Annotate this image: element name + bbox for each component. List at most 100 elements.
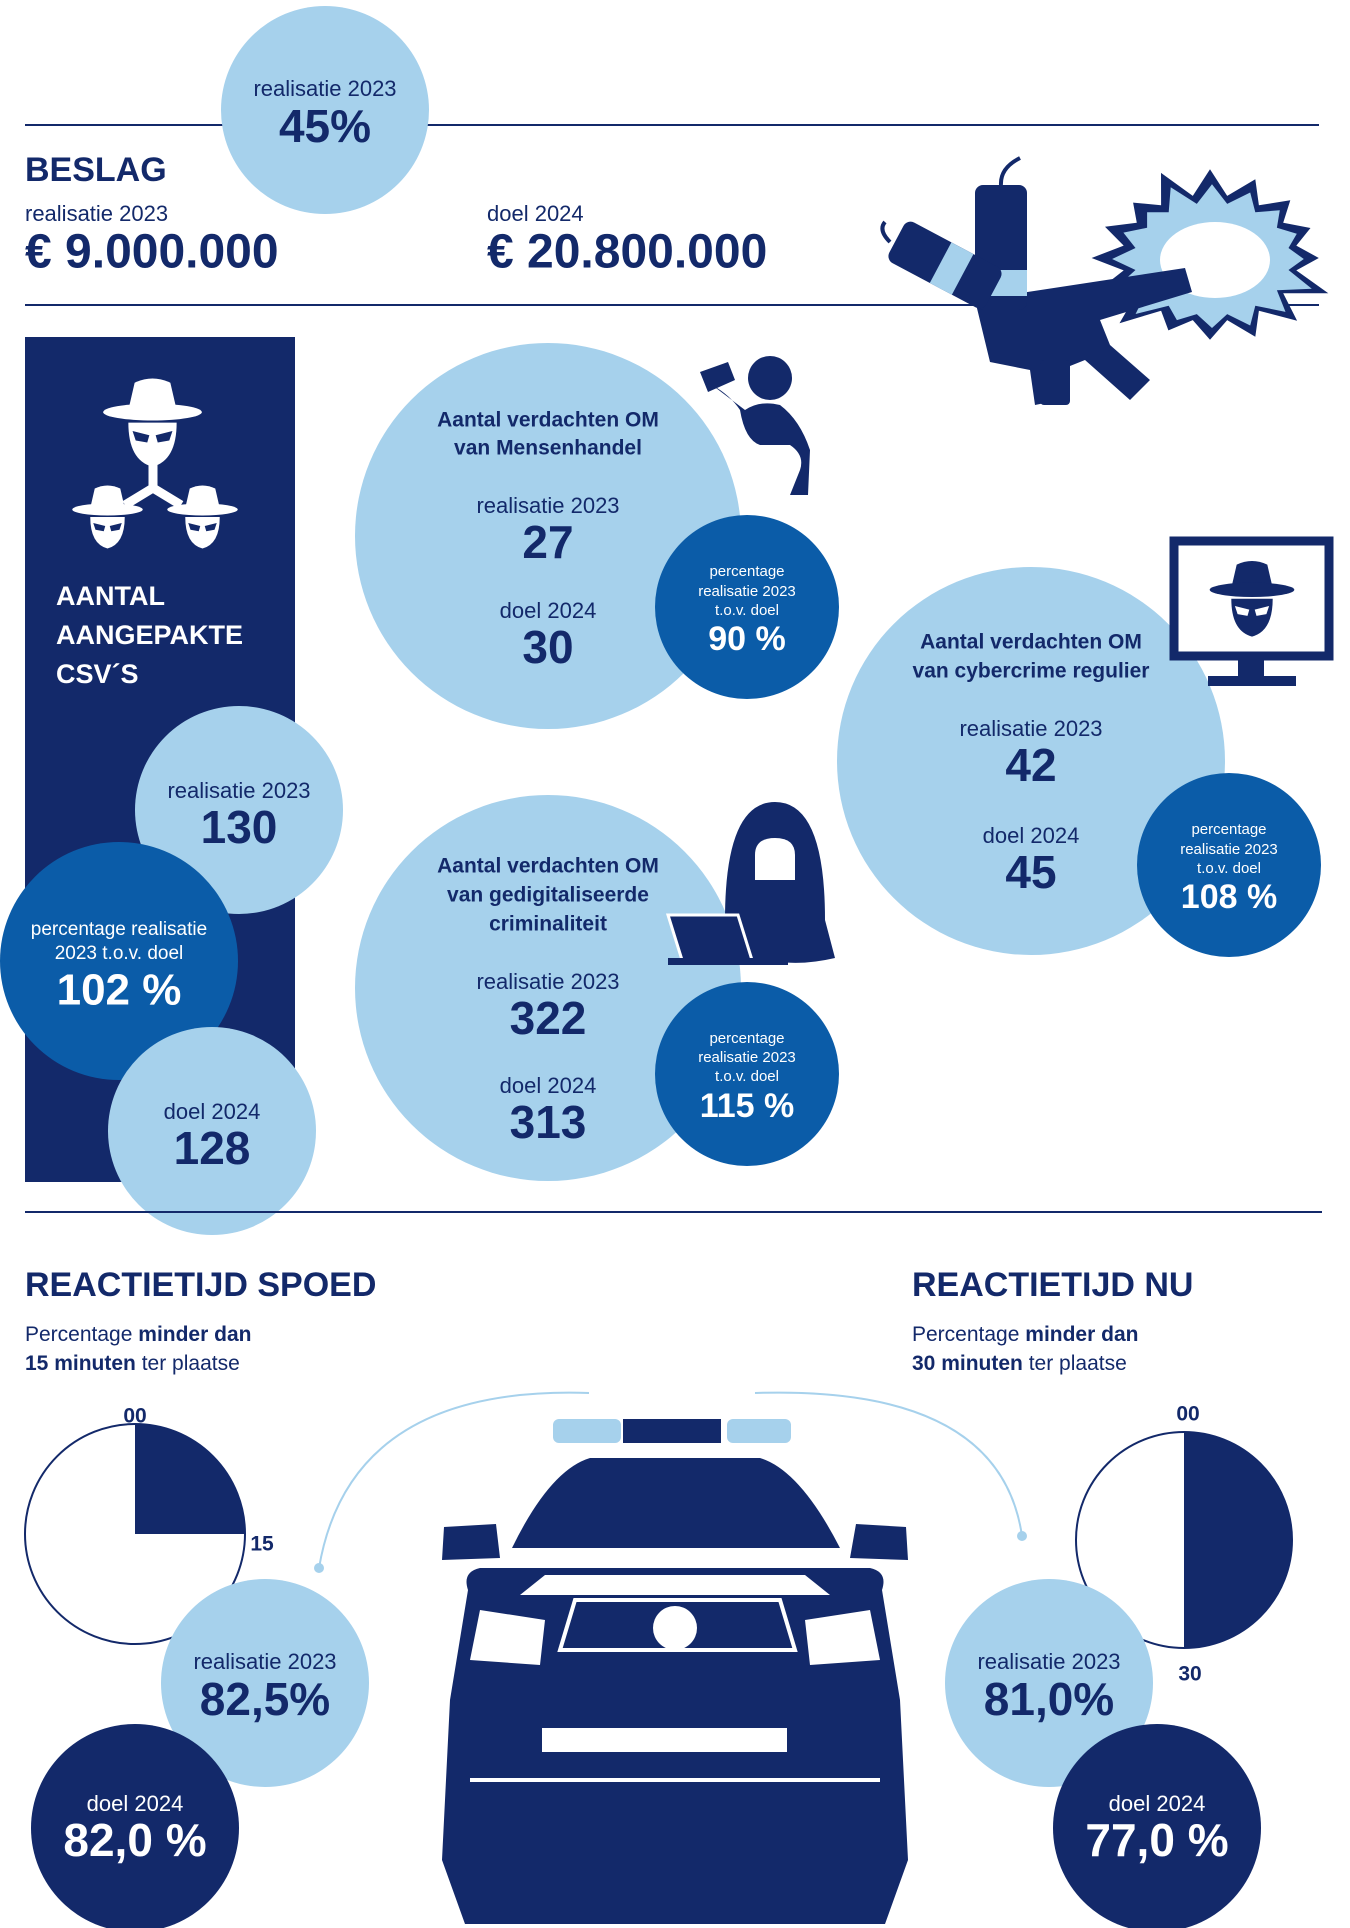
- connector-dot: [314, 1563, 324, 1573]
- doel-value: 313: [510, 1096, 587, 1148]
- police-car-icon: [314, 1393, 1027, 1924]
- subtitle-text: ter plaatse: [1029, 1352, 1127, 1375]
- doel-value: 82,0 %: [63, 1814, 206, 1866]
- realisatie-value: € 9.000.000: [25, 226, 279, 279]
- realisatie-value: 130: [201, 801, 278, 853]
- subtitle-text: Percentage: [25, 1323, 132, 1346]
- light-bar: [623, 1419, 721, 1443]
- gun-magazine: [1040, 360, 1070, 405]
- laptop-base: [668, 958, 788, 965]
- reaction-title: REACTIETIJD SPOED: [25, 1266, 376, 1304]
- realisatie-label: realisatie 2023: [167, 778, 310, 803]
- fuse: [882, 222, 890, 242]
- percentage-label: percentage: [1191, 821, 1266, 838]
- subtitle-text: 30 minuten: [912, 1352, 1023, 1375]
- realisatie-label: realisatie 2023: [959, 716, 1102, 741]
- csv-title: CSV´S: [56, 659, 139, 689]
- percentage-label: percentage: [709, 563, 784, 580]
- percentage-label: realisatie 2023: [698, 583, 796, 600]
- percentage-label: t.o.v. doel: [715, 1068, 779, 1085]
- realisatie-label: realisatie 2023: [476, 969, 619, 994]
- clock-sector: [135, 1424, 245, 1534]
- infographic: realisatie 2023 45% BESLAG realisatie 20…: [0, 0, 1350, 1928]
- clock-label: 15: [250, 1533, 274, 1556]
- reaction-subtitle: 15 minuten ter plaatse: [25, 1352, 240, 1375]
- realisatie-label: realisatie 2023: [193, 1649, 336, 1674]
- percentage-label: realisatie 2023: [698, 1049, 796, 1066]
- csv-section: AANTAL AANGEPAKTE CSV´S realisatie 2023 …: [0, 337, 343, 1235]
- realisatie-value: 81,0%: [984, 1673, 1114, 1725]
- monitor-neck: [1238, 660, 1264, 678]
- suspects-title: Aantal verdachten OM: [437, 855, 659, 878]
- doel-label: doel 2024: [1109, 1791, 1206, 1816]
- suspects-digital: Aantal verdachten OM van gedigitaliseerd…: [355, 795, 839, 1181]
- realisatie-label: realisatie 2023: [25, 201, 168, 226]
- doel-value: 45: [1005, 846, 1056, 898]
- csv-title: AANGEPAKTE: [56, 620, 243, 650]
- percentage-value: 90 %: [708, 620, 786, 658]
- laptop: [668, 915, 752, 960]
- face: [755, 838, 795, 880]
- monitor-screen: [1174, 541, 1329, 656]
- page: Infographic body { margin: 0; background…: [0, 0, 1350, 1928]
- suspects-title: van Mensenhandel: [454, 437, 642, 460]
- badge: [653, 1606, 697, 1650]
- realisatie-value: 27: [522, 516, 573, 568]
- doel-value: 30: [522, 621, 573, 673]
- subtitle-text: minder dan: [1025, 1323, 1138, 1346]
- suspects-cybercrime: Aantal verdachten OM van cybercrime regu…: [837, 541, 1329, 957]
- csv-title: AANTAL: [56, 581, 165, 611]
- hood-line: [520, 1575, 830, 1595]
- suspects-mensenhandel: Aantal verdachten OM van Mensenhandel re…: [355, 343, 839, 729]
- tag: [700, 362, 735, 392]
- badge-label: realisatie 2023: [253, 76, 396, 101]
- realisatie-value: 322: [510, 992, 587, 1044]
- percentage-value: 115 %: [700, 1087, 795, 1125]
- reaction-section: REACTIETIJD SPOED Percentage minder dan …: [25, 1266, 1292, 1928]
- subtitle-text: ter plaatse: [142, 1352, 240, 1375]
- reaction-subtitle: Percentage minder dan: [25, 1323, 251, 1346]
- percentage-label: t.o.v. doel: [1197, 860, 1261, 877]
- suspects-title: criminaliteit: [489, 913, 607, 936]
- suspects-title: Aantal verdachten OM: [437, 409, 659, 432]
- doel-value: 77,0 %: [1085, 1814, 1228, 1866]
- realisatie-label: realisatie 2023: [476, 493, 619, 518]
- doel-label: doel 2024: [500, 1073, 597, 1098]
- plate: [542, 1728, 787, 1752]
- doel-label: doel 2024: [500, 598, 597, 623]
- reaction-subtitle: 30 minuten ter plaatse: [912, 1352, 1127, 1375]
- suspects-title: van gedigitaliseerde: [447, 884, 649, 907]
- light-bar: [553, 1419, 621, 1443]
- percentage-value: 108 %: [1181, 878, 1277, 916]
- percentage-label: t.o.v. doel: [715, 602, 779, 619]
- section-title: BESLAG: [25, 151, 167, 189]
- realisatie-value: 42: [1005, 739, 1056, 791]
- clock-label: 00: [123, 1405, 146, 1428]
- subtitle-text: 15 minuten: [25, 1352, 136, 1375]
- doel-value: 128: [174, 1122, 251, 1174]
- doel-label: doel 2024: [87, 1791, 184, 1816]
- doel-value: € 20.800.000: [487, 226, 767, 279]
- subtitle-text: minder dan: [138, 1323, 251, 1346]
- percentage-label: 2023 t.o.v. doel: [55, 943, 184, 964]
- reaction-title: REACTIETIJD NU: [912, 1266, 1193, 1304]
- badge-value: 45%: [279, 100, 371, 152]
- percentage-label: realisatie 2023: [1180, 841, 1278, 858]
- reaction-subtitle: Percentage minder dan: [912, 1323, 1138, 1346]
- clock-label: 30: [1178, 1663, 1201, 1686]
- realisatie-label: realisatie 2023: [977, 1649, 1120, 1674]
- percentage-label: percentage realisatie: [31, 919, 207, 940]
- weapons-icon: [882, 158, 1328, 405]
- percentage-label: percentage: [709, 1030, 784, 1047]
- doel-label: doel 2024: [487, 201, 584, 226]
- subtitle-text: Percentage: [912, 1323, 1019, 1346]
- doel-label: doel 2024: [164, 1099, 261, 1124]
- body: {"beslag": {"badge_label": "realisatie 2…: [0, 0, 1350, 1928]
- percentage-value: 102 %: [57, 966, 182, 1015]
- realisatie-value: 82,5%: [200, 1673, 330, 1725]
- light-bar: [727, 1419, 791, 1443]
- monitor-foot: [1208, 676, 1296, 686]
- connector-dot: [1017, 1531, 1027, 1541]
- suspects-title: van cybercrime regulier: [913, 660, 1150, 683]
- clock-label: 00: [1176, 1403, 1199, 1426]
